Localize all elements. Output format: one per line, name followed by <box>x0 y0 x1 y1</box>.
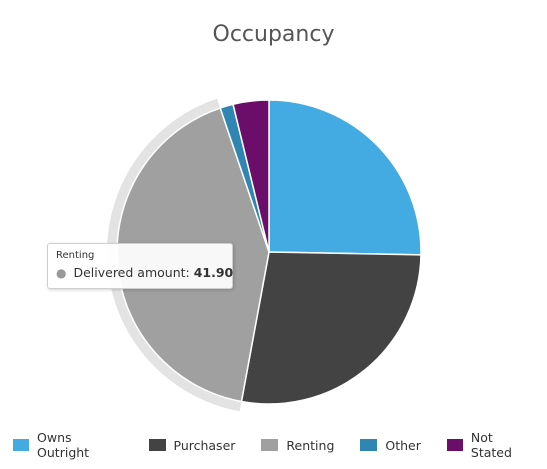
legend: Owns Outright Purchaser Renting Other Not St… <box>0 430 547 460</box>
legend-swatch <box>148 439 166 451</box>
legend-item-owns-outright[interactable]: Owns Outright <box>13 430 123 460</box>
legend-item-purchaser[interactable]: Purchaser <box>148 430 236 460</box>
legend-swatch <box>446 439 463 451</box>
legend-label: Owns Outright <box>37 430 90 460</box>
legend-item-not-stated[interactable]: Not Stated <box>446 430 534 460</box>
legend-swatch <box>13 439 30 451</box>
legend-swatch <box>261 439 279 451</box>
pie-slice-purchaser[interactable] <box>240 251 422 405</box>
legend-item-renting[interactable]: Renting <box>261 430 334 460</box>
tooltip-dot-icon: ● <box>56 266 67 280</box>
legend-label: Purchaser <box>173 437 236 453</box>
tooltip-label: Delivered amount: <box>73 265 190 280</box>
tooltip-title: Renting <box>56 250 95 261</box>
chart-title: Occupancy <box>212 22 335 47</box>
legend-label: Not Stated <box>470 430 512 460</box>
pie-slice-not-stated[interactable] <box>232 99 270 253</box>
tooltip: Renting ● Delivered amount: 41.90 <box>47 243 233 289</box>
legend-item-other[interactable]: Other <box>360 430 421 460</box>
legend-swatch <box>360 439 378 451</box>
tooltip-value: 41.90 <box>193 265 234 280</box>
legend-label: Renting <box>286 437 335 453</box>
pie-slice-owns-outright[interactable] <box>268 99 422 256</box>
legend-label: Other <box>385 437 421 453</box>
